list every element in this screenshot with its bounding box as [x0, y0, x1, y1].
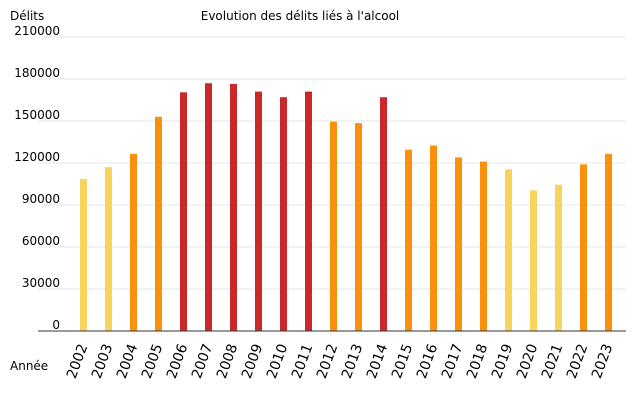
- x-axis-label: Année: [10, 359, 48, 373]
- y-tick-label: 150000: [14, 108, 60, 122]
- x-tick-label: 2013: [339, 342, 366, 381]
- bar-2014: [380, 97, 387, 331]
- bar-2022: [580, 164, 587, 331]
- bar-2018: [480, 161, 487, 331]
- y-tick-label: 90000: [22, 192, 60, 206]
- x-tick-label: 2021: [539, 342, 566, 381]
- bar-2011: [305, 91, 312, 331]
- bar-2019: [505, 169, 512, 331]
- x-tick-label: 2022: [564, 342, 591, 381]
- y-tick-label: 120000: [14, 150, 60, 164]
- x-tick-label: 2004: [114, 342, 141, 381]
- bar-2003: [105, 167, 112, 331]
- bar-2008: [230, 83, 237, 332]
- bar-2005: [155, 116, 162, 331]
- bar-2013: [355, 123, 362, 331]
- x-tick-label: 2019: [489, 342, 516, 381]
- x-tick-label: 2006: [164, 342, 191, 381]
- y-tick-label: 0: [52, 318, 60, 332]
- bar-2007: [205, 83, 212, 331]
- x-tick-label: 2008: [214, 342, 241, 381]
- x-tick-label: 2009: [239, 342, 266, 381]
- y-tick-labels: 210000 180000 150000 120000 90000 60000 30000 0: [14, 24, 60, 332]
- y-tick-label: 30000: [22, 276, 60, 290]
- x-tick-label: 2002: [64, 342, 91, 381]
- bar-2021: [555, 184, 562, 331]
- y-tick-label: 60000: [22, 234, 60, 248]
- chart-title: Evolution des délits liés à l'alcool: [201, 9, 400, 23]
- bar-2017: [455, 157, 462, 331]
- x-tick-label: 2005: [139, 342, 166, 381]
- bar-2009: [255, 91, 262, 331]
- x-tick-label: 2003: [89, 342, 116, 381]
- x-tick-label: 2010: [264, 342, 291, 381]
- bar-2023: [605, 153, 612, 331]
- bar-2012: [330, 121, 337, 331]
- x-tick-label: 2020: [514, 342, 541, 381]
- x-tick-label: 2011: [289, 342, 316, 381]
- x-tick-label: 2023: [589, 342, 616, 381]
- bar-2020: [530, 190, 537, 331]
- x-tick-label: 2012: [314, 342, 341, 381]
- x-tick-label: 2016: [414, 342, 441, 381]
- x-tick-label: 2017: [439, 342, 466, 381]
- watermark: Police-nationale.fr: [264, 187, 372, 201]
- x-tick-label: 2015: [389, 342, 416, 381]
- x-tick-label: 2007: [189, 342, 216, 381]
- bar-2010: [280, 97, 287, 331]
- x-tick-labels: 2002200320042005200620072008200920102011…: [64, 342, 616, 381]
- bar-2002: [80, 179, 87, 331]
- bar-2016: [430, 145, 437, 331]
- bar-2006: [180, 92, 187, 331]
- y-tick-label: 210000: [14, 24, 60, 38]
- bar-2015: [405, 149, 412, 331]
- y-tick-label: 180000: [14, 66, 60, 80]
- bar-2004: [130, 153, 137, 331]
- bars: [80, 83, 612, 332]
- y-axis-label: Délits: [10, 9, 44, 23]
- x-tick-label: 2018: [464, 342, 491, 381]
- x-tick-label: 2014: [364, 342, 391, 381]
